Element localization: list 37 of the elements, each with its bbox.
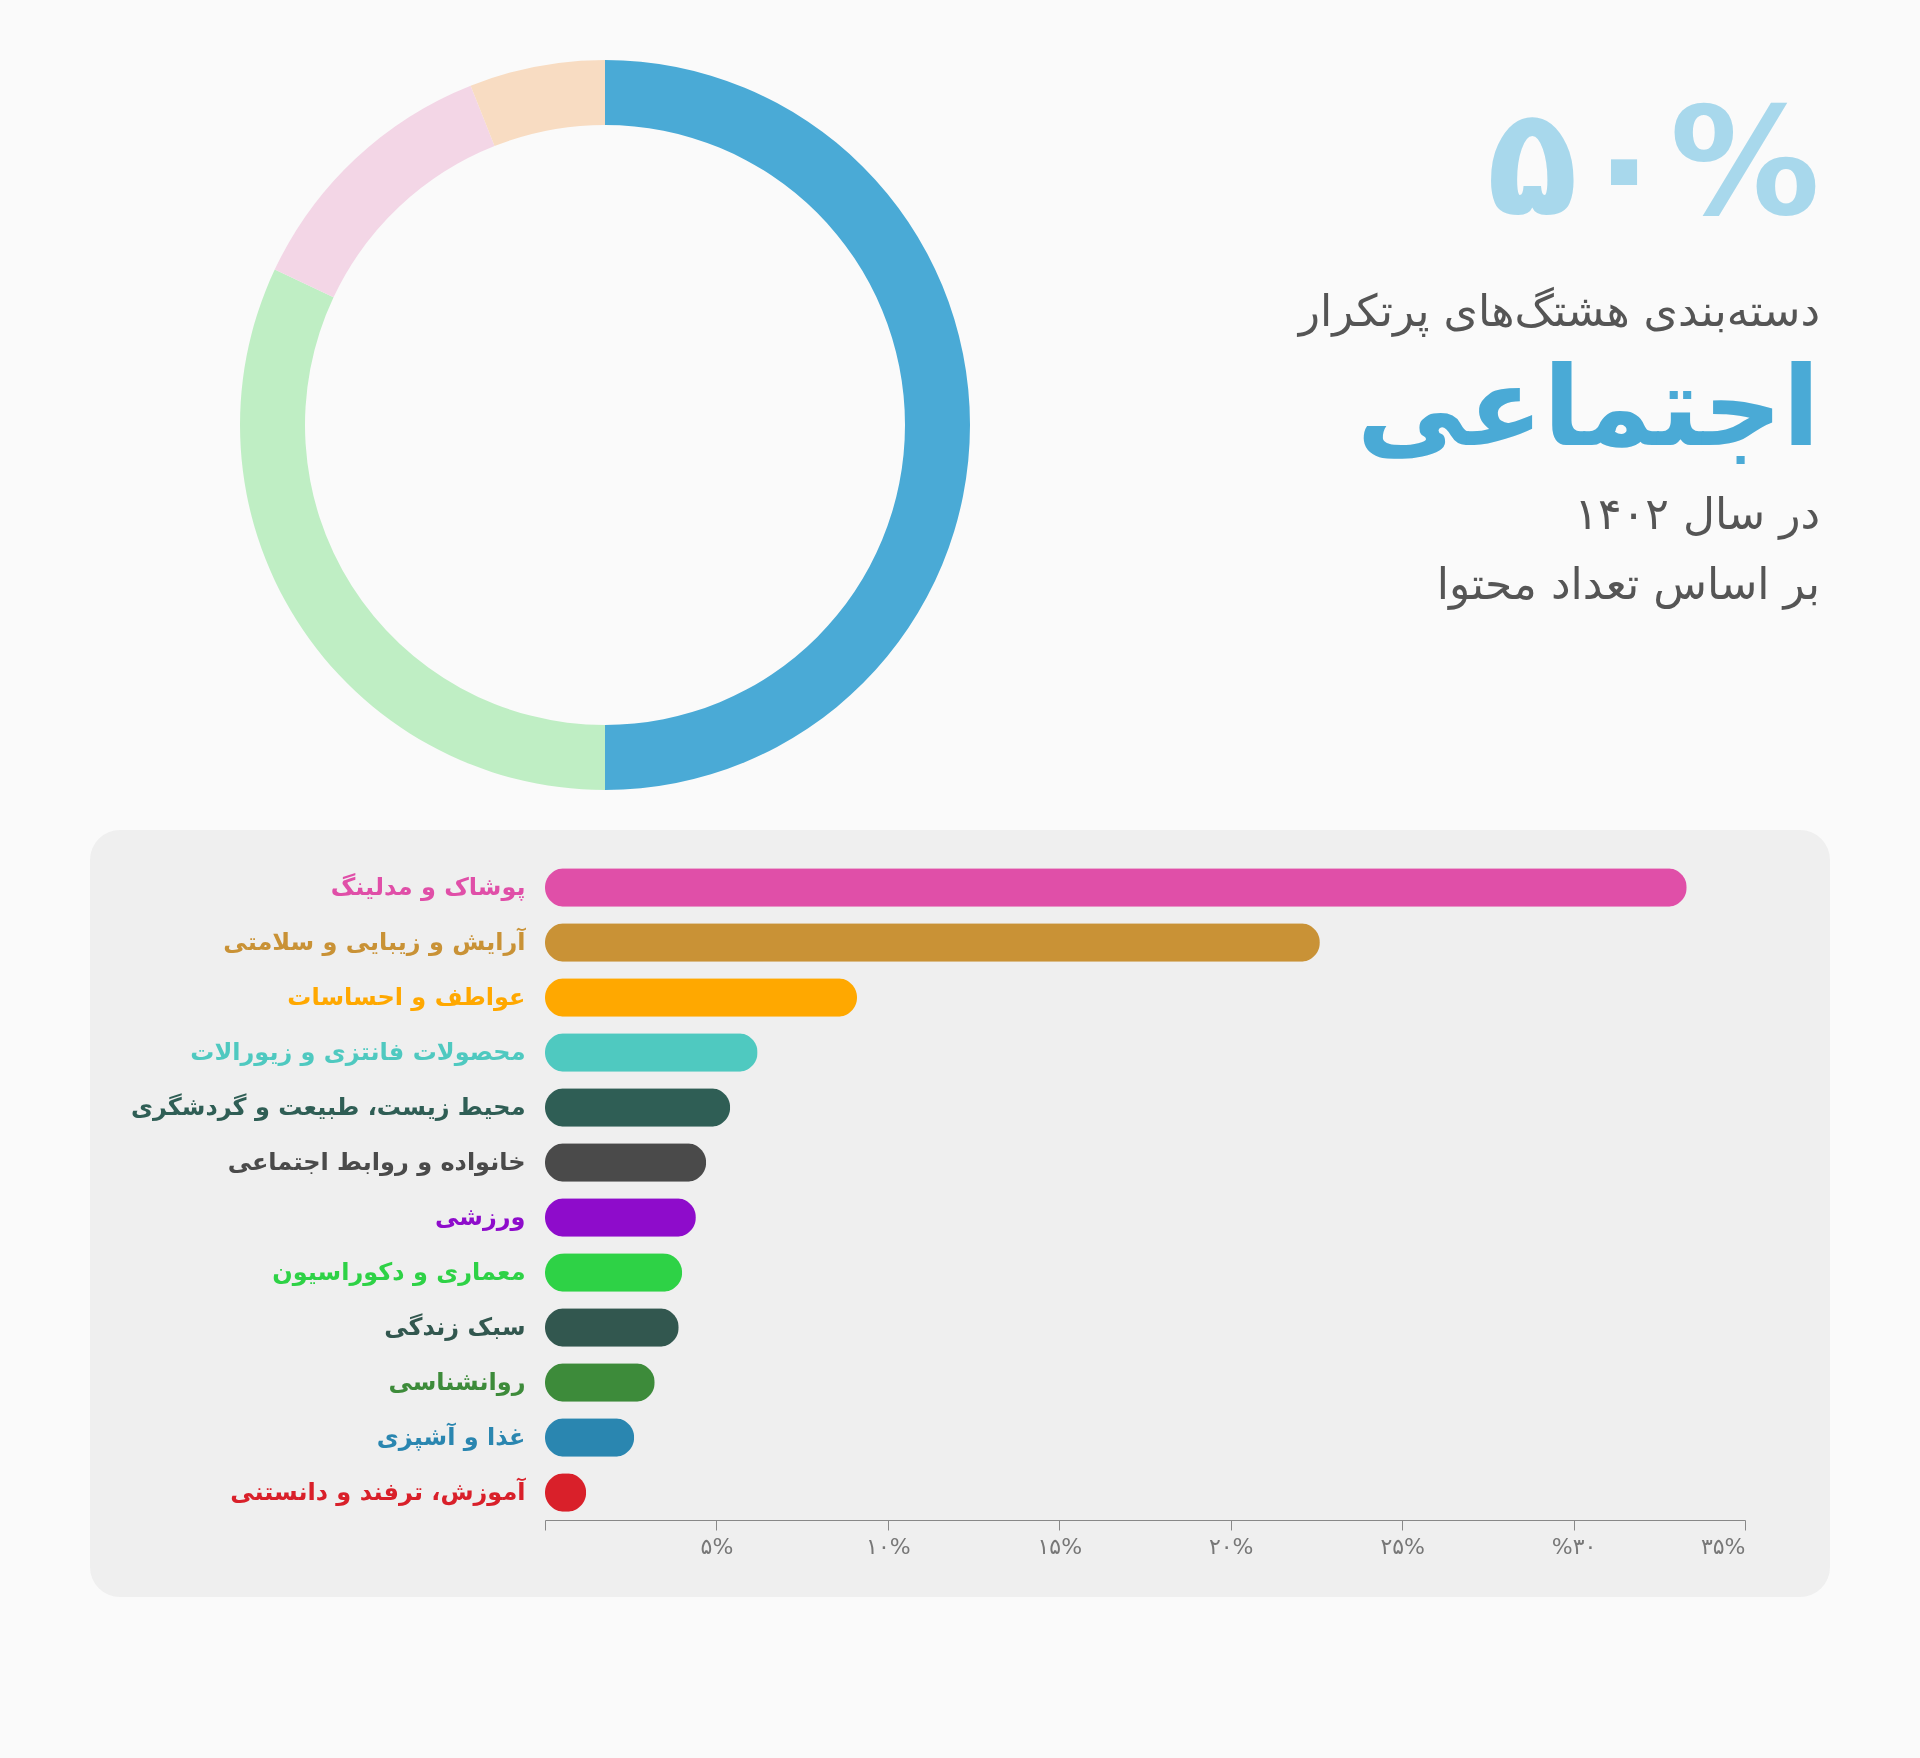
bar <box>545 1143 707 1182</box>
y-tick-label: عواطف و احساسات <box>287 982 526 1011</box>
text: بر اساس تعداد محتوا <box>1435 557 1820 612</box>
y-tick-label: محصولات فانتزی و زیورالات <box>190 1037 526 1066</box>
x-tick-label: ۲۰% <box>1208 1533 1254 1559</box>
text: ۵۰% <box>1485 75 1820 249</box>
y-tick-label: آموزش، ترفند و دانستنی <box>230 1476 527 1506</box>
bar <box>545 868 1687 907</box>
donut-slice <box>605 60 970 790</box>
y-tick-label: روانشناسی <box>388 1367 526 1396</box>
y-tick-label: خانواده و روابط اجتماعی <box>227 1147 526 1176</box>
bar <box>545 1033 758 1072</box>
y-tick-label: ورزشی <box>435 1202 526 1231</box>
bar <box>545 1308 679 1347</box>
x-tick-label: ۲۵% <box>1380 1533 1425 1559</box>
y-tick-label: معماری و دکوراسیون <box>272 1257 526 1286</box>
y-tick-label: پوشاک و مدلینگ <box>330 872 526 901</box>
y-tick-label: سبک زندگی <box>384 1312 526 1341</box>
bar <box>545 923 1320 962</box>
chart-title: اجتماعی <box>1355 342 1820 473</box>
text: در سال ۱۴۰۲ <box>1573 487 1820 542</box>
y-tick-label: آرایش و زیبایی و سلامتی <box>223 926 527 956</box>
chart-subtitle: دسته‌بندی هشتگ‌های پرتکرار <box>1296 285 1820 336</box>
y-tick-label: محیط زیست، طبیعت و گردشگری <box>130 1092 526 1121</box>
donut-slice <box>274 85 495 298</box>
bar <box>545 978 857 1017</box>
y-tick-label: غذا و آشپزی <box>376 1421 526 1451</box>
x-tick-label: ۳۵% <box>1700 1533 1746 1559</box>
x-tick-label: %۳۰ <box>1551 1533 1597 1559</box>
bar <box>545 1198 696 1237</box>
x-tick-label: ۱۰% <box>866 1533 911 1559</box>
bar <box>545 1253 683 1292</box>
bar <box>545 1088 731 1127</box>
x-tick-label: ۱۵% <box>1037 1533 1083 1559</box>
donut-slice <box>240 269 605 790</box>
donut-slice <box>470 60 605 147</box>
x-tick-label: ۵% <box>700 1533 734 1559</box>
